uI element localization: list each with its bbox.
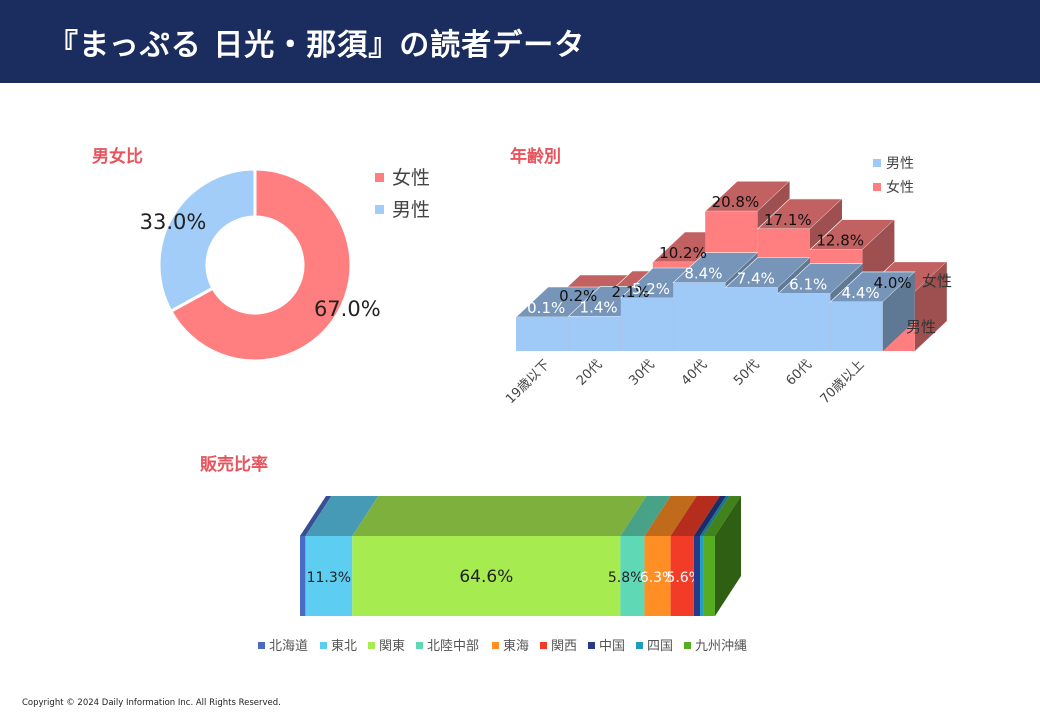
male-value-label-2: 5.2%	[632, 280, 670, 298]
bar-side-female-6	[914, 261, 947, 351]
sales-top-2	[352, 496, 647, 536]
sales-value-label-2: 64.6%	[459, 567, 513, 587]
sales-legend-label-0: 北海道	[269, 639, 308, 654]
pie-slice-0	[168, 167, 353, 363]
sales-legend-swatch-0	[258, 642, 265, 649]
sales-legend-label-5: 関西	[551, 639, 577, 654]
sales-value-label-4: 6.3%	[640, 570, 676, 586]
sales-segment-2	[352, 536, 621, 616]
bar-male-3	[673, 282, 726, 351]
bar-male-2	[620, 298, 674, 351]
sales-top-6	[693, 496, 727, 536]
depth-label-female: 女性	[922, 272, 952, 290]
sales-top-3	[620, 496, 671, 536]
sales-legend-label-3: 北陸中部	[427, 638, 479, 654]
female-value-label-3: 20.8%	[712, 193, 760, 211]
sales-top-0	[300, 496, 332, 536]
page-header: 『まっぷる 日光・那須』の読者データ	[0, 0, 1040, 83]
pie-value-label-1: 33.0%	[140, 210, 207, 234]
bar-male-1	[568, 316, 621, 351]
sales-legend-label-8: 九州沖縄	[695, 639, 747, 654]
bar-male-6	[830, 301, 883, 351]
female-value-label-1: 2.1%	[612, 283, 650, 301]
age-legend-swatch-0	[873, 159, 881, 167]
pie-value-label-0: 67.0%	[314, 297, 381, 321]
sales-top-8	[703, 496, 741, 536]
bar-side-female-3	[757, 181, 790, 229]
legend-label-0: 女性	[392, 167, 430, 189]
female-value-label-6: 4.0%	[874, 274, 912, 292]
sales-legend-swatch-5	[540, 642, 547, 649]
bar-male-5	[778, 293, 831, 351]
sales-segment-4	[644, 536, 671, 616]
sales-segment-6	[693, 536, 701, 616]
male-value-label-3: 8.4%	[684, 265, 722, 283]
sales-legend-swatch-1	[320, 642, 327, 649]
sales-segment-7	[700, 536, 704, 616]
age-chart-title: 年齢別	[510, 147, 561, 167]
sales-legend-label-1: 東北	[331, 638, 357, 654]
sales-chart-title: 販売比率	[200, 455, 268, 475]
sales-segment-3	[620, 536, 645, 616]
male-value-label-6: 4.4%	[842, 284, 880, 302]
male-value-label-5: 6.1%	[789, 276, 827, 294]
sales-legend-swatch-2	[368, 642, 375, 649]
legend-swatch-0	[375, 173, 384, 182]
male-value-label-1: 1.4%	[580, 298, 618, 316]
sales-side-end	[715, 496, 741, 616]
sales-top-4	[644, 496, 697, 536]
female-value-label-0: 0.2%	[559, 287, 597, 305]
sales-segment-8	[703, 536, 715, 616]
sales-segment-0	[300, 536, 306, 616]
legend-swatch-1	[375, 205, 384, 214]
sales-legend-swatch-8	[684, 642, 691, 649]
sales-top-1	[305, 496, 379, 536]
sales-legend-swatch-3	[416, 642, 423, 649]
page-title: 『まっぷる 日光・那須』の読者データ	[48, 28, 586, 63]
female-value-label-2: 10.2%	[659, 244, 707, 262]
depth-label-male: 男性	[906, 318, 936, 336]
bar-side-male-5	[830, 263, 863, 302]
sales-legend-label-4: 東海	[503, 638, 529, 654]
bar-side-female-4	[810, 198, 842, 250]
sales-top-5	[670, 496, 720, 536]
sales-value-label-1: 11.3%	[307, 570, 351, 586]
gender-chart-title: 男女比	[92, 147, 143, 167]
bar-side-male-6	[882, 271, 915, 351]
sales-value-label-3: 5.8%	[608, 570, 644, 586]
pie-slice-1	[157, 167, 257, 314]
bar-side-male-4	[778, 257, 810, 294]
bar-male-0	[516, 317, 569, 351]
sales-legend-swatch-6	[588, 642, 595, 649]
sales-top-7	[700, 496, 730, 536]
male-value-label-0: 0.1%	[527, 299, 565, 317]
age-legend-label-0: 男性	[886, 156, 914, 172]
sales-legend-swatch-7	[636, 642, 643, 649]
male-value-label-4: 7.4%	[737, 269, 775, 287]
female-value-label-5: 12.8%	[816, 232, 864, 250]
legend-label-1: 男性	[392, 199, 430, 221]
sales-legend-label-7: 四国	[647, 639, 673, 654]
sales-segment-5	[670, 536, 694, 616]
bar-side-male-3	[725, 252, 758, 288]
sales-value-label-5: 5.6%	[666, 570, 702, 586]
female-value-label-4: 17.1%	[764, 211, 812, 229]
age-legend-swatch-1	[873, 183, 881, 191]
sales-legend-label-6: 中国	[599, 639, 625, 654]
sales-legend-swatch-4	[492, 642, 499, 649]
sales-legend-label-2: 関東	[379, 638, 405, 654]
sales-segment-1	[305, 536, 353, 616]
copyright-footer: Copyright © 2024 Daily Information Inc. …	[22, 698, 281, 708]
bar-male-4	[725, 287, 778, 351]
age-legend-label-1: 女性	[886, 179, 914, 196]
